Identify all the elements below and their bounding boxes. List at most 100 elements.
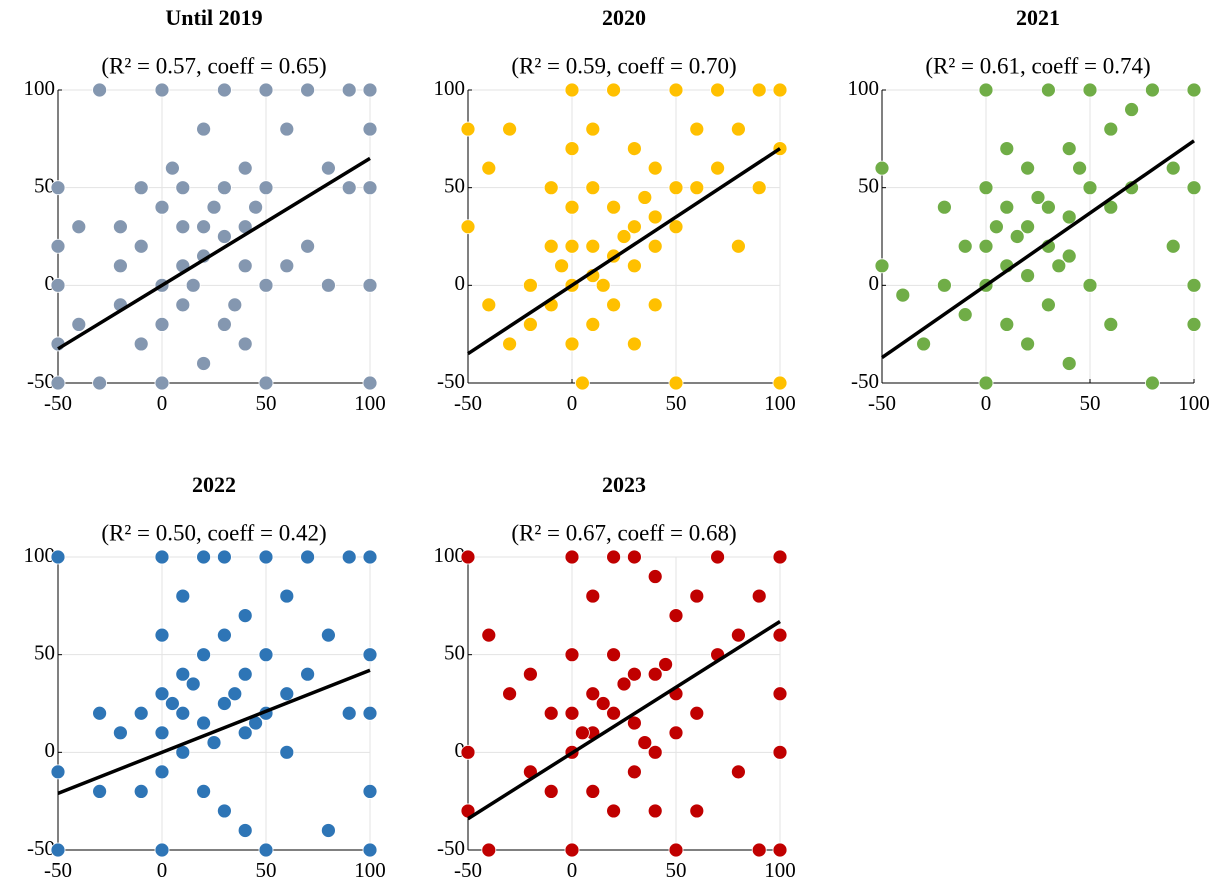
point <box>185 277 201 293</box>
point <box>341 180 357 196</box>
point <box>113 725 128 741</box>
point <box>523 277 538 293</box>
point <box>481 297 497 313</box>
point <box>362 549 378 565</box>
point <box>362 375 378 391</box>
point <box>606 647 621 663</box>
panel-title: 2020 <box>602 5 646 30</box>
point <box>258 277 274 293</box>
point <box>637 190 653 205</box>
point <box>175 180 191 196</box>
scatter-panel: 2020 (R² = 0.59, coeff = 0.70) -50 0 50 100 -5… <box>434 5 796 415</box>
y-tick-label: 50 <box>34 640 55 664</box>
point <box>772 627 788 643</box>
point <box>647 209 663 225</box>
y-tick-label: 50 <box>858 173 879 197</box>
y-tick-label: 0 <box>455 738 466 762</box>
point <box>606 82 621 98</box>
point <box>279 588 295 604</box>
point <box>585 784 601 799</box>
point <box>627 549 642 565</box>
point <box>320 823 336 838</box>
y-tick-label: -50 <box>27 836 55 860</box>
point <box>279 744 295 760</box>
point <box>113 219 128 235</box>
point <box>1061 356 1077 371</box>
point <box>554 258 569 274</box>
point <box>668 180 684 196</box>
point <box>751 588 767 604</box>
point <box>320 277 336 293</box>
x-tick-label: 50 <box>1080 391 1101 415</box>
x-tick-label: 0 <box>567 391 578 415</box>
point <box>647 297 663 313</box>
point <box>616 676 632 692</box>
point <box>341 549 357 565</box>
point <box>50 238 66 254</box>
point <box>1041 82 1056 98</box>
point <box>751 842 767 858</box>
x-tick-label: 50 <box>256 391 277 415</box>
point <box>916 336 931 352</box>
panel-subtitle: (R² = 0.67, coeff = 0.68) <box>511 520 736 545</box>
y-tick-label: 0 <box>455 271 466 295</box>
x-tick-label: 100 <box>354 858 386 882</box>
x-tick-label: 100 <box>1178 391 1210 415</box>
point <box>320 627 336 643</box>
point <box>362 180 378 196</box>
point <box>627 141 642 157</box>
y-tick-label: 100 <box>24 543 56 567</box>
point <box>154 686 170 702</box>
point <box>460 744 476 760</box>
point <box>1020 336 1035 352</box>
point <box>627 764 642 780</box>
point <box>216 803 232 819</box>
x-tick-label: 100 <box>764 391 796 415</box>
point <box>575 375 590 391</box>
point <box>627 666 642 682</box>
point <box>564 705 580 721</box>
point <box>50 764 66 780</box>
point <box>627 336 642 352</box>
panel-subtitle: (R² = 0.57, coeff = 0.65) <box>101 53 326 78</box>
point <box>237 725 253 741</box>
panel-title: 2022 <box>192 472 236 497</box>
point <box>320 160 336 176</box>
point <box>175 666 191 682</box>
point <box>1041 199 1056 215</box>
point <box>616 229 632 244</box>
point <box>1145 82 1160 98</box>
point <box>481 160 497 176</box>
point <box>689 705 705 721</box>
point <box>362 705 378 721</box>
point <box>258 842 274 858</box>
y-tick-label: 0 <box>45 738 56 762</box>
point <box>647 160 663 176</box>
point <box>957 238 973 254</box>
point <box>237 336 253 352</box>
point <box>585 180 601 196</box>
point <box>731 627 746 643</box>
panel-subtitle: (R² = 0.61, coeff = 0.74) <box>925 53 1150 78</box>
point <box>185 676 201 692</box>
point <box>772 549 788 565</box>
point <box>92 375 107 391</box>
point <box>460 121 476 137</box>
point <box>647 803 663 819</box>
point <box>248 199 264 215</box>
point <box>564 141 580 157</box>
point <box>772 82 788 98</box>
point <box>50 549 66 565</box>
point <box>564 549 580 565</box>
point <box>523 666 538 682</box>
point <box>258 82 274 98</box>
point <box>647 666 663 682</box>
point <box>999 316 1015 332</box>
scatter-panel: Until 2019 (R² = 0.57, coeff = 0.65) -50 0 5… <box>24 5 386 415</box>
y-tick-label: 50 <box>34 173 55 197</box>
point <box>668 375 684 391</box>
point <box>154 842 170 858</box>
point <box>1186 277 1202 293</box>
point <box>564 238 580 254</box>
point <box>1124 102 1139 117</box>
